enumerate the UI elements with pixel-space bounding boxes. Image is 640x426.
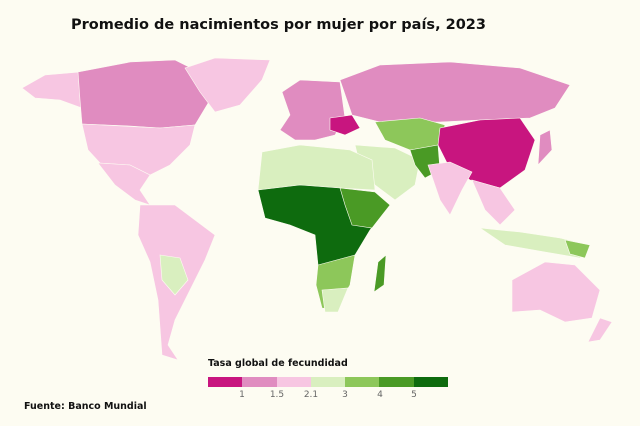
legend-tick: 4 <box>377 390 383 400</box>
legend-swatch <box>310 377 346 387</box>
region-south-africa <box>321 287 349 313</box>
legend-swatch <box>345 377 380 387</box>
legend-swatch <box>379 377 414 387</box>
region-png <box>564 239 591 259</box>
legend-tick: 1 <box>239 390 245 400</box>
region-central-asia <box>374 117 446 151</box>
region-australia <box>511 261 601 323</box>
region-europe <box>279 79 346 141</box>
legend-title: Tasa global de fecundidad <box>208 358 348 369</box>
legend-tick: 2.1 <box>303 390 319 400</box>
region-new-zealand <box>587 317 613 343</box>
legend-tick: 5 <box>411 390 417 400</box>
legend-color-scale <box>208 377 449 387</box>
region-east-africa <box>339 187 391 229</box>
region-se-asia <box>471 179 516 226</box>
region-mexico-central-america <box>97 162 151 206</box>
source-note: Fuente: Banco Mundial <box>24 401 147 412</box>
legend-swatch <box>208 377 243 387</box>
region-india <box>427 161 473 216</box>
region-alaska <box>21 71 83 109</box>
region-ukraine <box>329 114 361 136</box>
region-bolivia-paraguay <box>159 254 189 296</box>
legend-tick: 1.5 <box>269 390 285 400</box>
map-title: Promedio de nacimientos por mujer por pa… <box>71 17 486 33</box>
legend-swatch <box>413 377 449 387</box>
legend-swatch <box>276 377 311 387</box>
region-greenland <box>184 57 271 113</box>
region-usa <box>81 123 196 176</box>
legend-tick: 3 <box>342 390 348 400</box>
legend-swatch <box>242 377 277 387</box>
region-japan <box>537 129 553 166</box>
region-russia <box>339 61 571 123</box>
region-madagascar <box>373 254 387 293</box>
